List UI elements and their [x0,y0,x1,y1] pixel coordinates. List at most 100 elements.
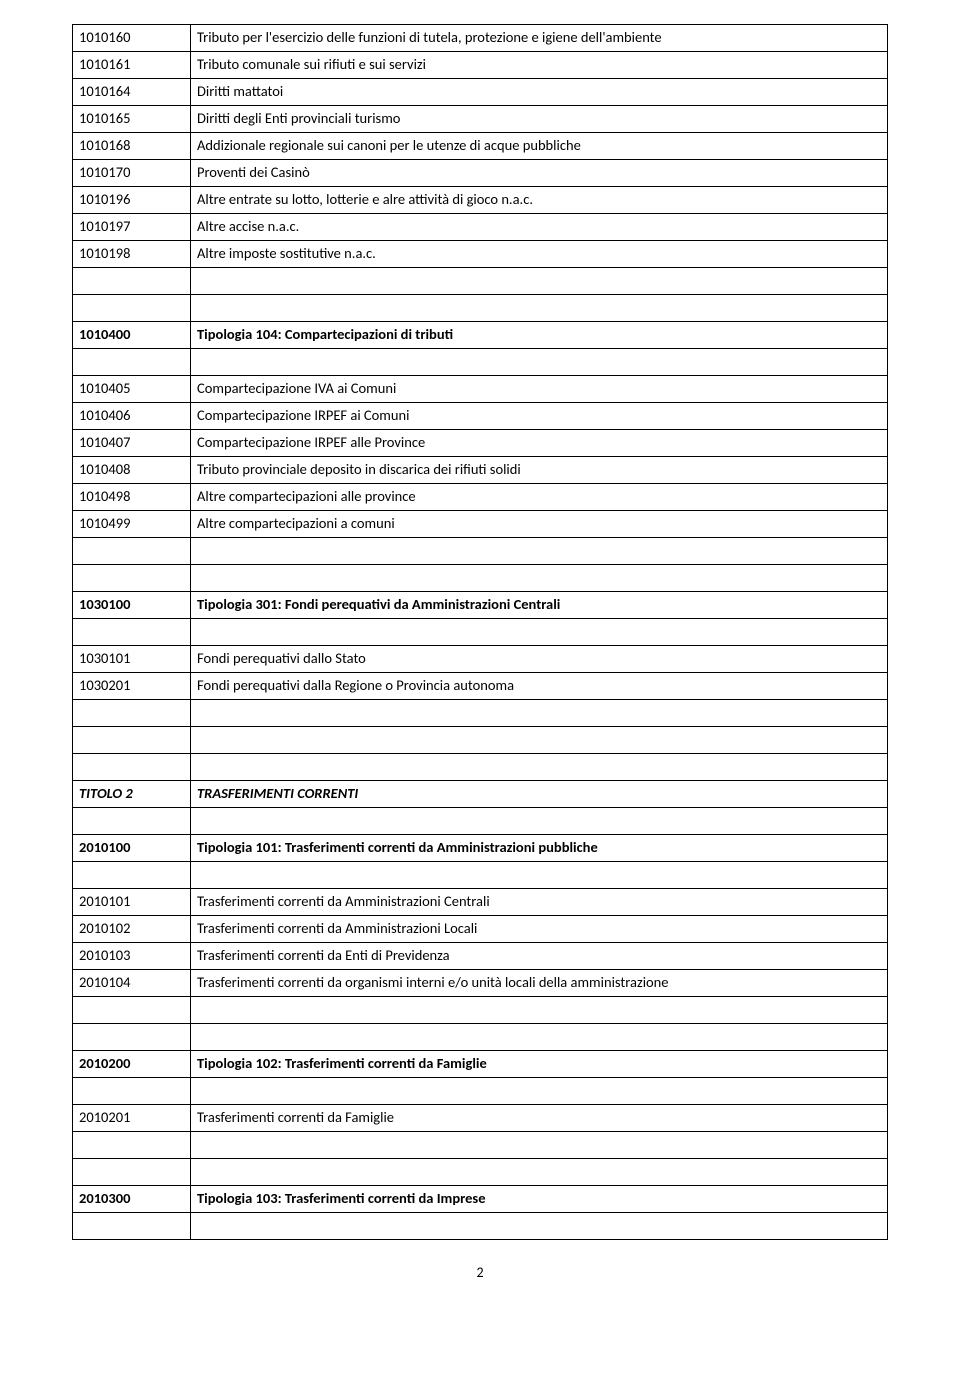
desc-cell [191,1213,888,1240]
desc-cell: Compartecipazione IVA ai Comuni [191,376,888,403]
table-row: 1010408Tributo provinciale deposito in d… [73,457,888,484]
code-cell: 1010406 [73,403,191,430]
table-row: 2010200Tipologia 102: Trasferimenti corr… [73,1051,888,1078]
code-cell [73,295,191,322]
page-number: 2 [72,1264,888,1281]
code-cell: 1010498 [73,484,191,511]
code-cell [73,808,191,835]
code-cell: 2010104 [73,970,191,997]
desc-cell [191,727,888,754]
code-cell: 2010201 [73,1105,191,1132]
table-row: 1010406Compartecipazione IRPEF ai Comuni [73,403,888,430]
table-row: 1010198Altre imposte sostitutive n.a.c. [73,241,888,268]
table-row [73,1132,888,1159]
page-container: 1010160Tributo per l'esercizio delle fun… [0,0,960,1321]
code-cell [73,619,191,646]
table-row [73,727,888,754]
desc-cell [191,997,888,1024]
table-row: 2010104Trasferimenti correnti da organis… [73,970,888,997]
table-row: 1010160Tributo per l'esercizio delle fun… [73,25,888,52]
code-cell: TITOLO 2 [73,781,191,808]
table-row: 1010170Proventi dei Casinò [73,160,888,187]
table-row: 2010201Trasferimenti correnti da Famigli… [73,1105,888,1132]
desc-cell: Trasferimenti correnti da Amministrazion… [191,889,888,916]
table-row: 1010407Compartecipazione IRPEF alle Prov… [73,430,888,457]
desc-cell: Addizionale regionale sui canoni per le … [191,133,888,160]
table-row [73,538,888,565]
desc-cell: Tipologia 104: Compartecipazioni di trib… [191,322,888,349]
code-cell [73,1159,191,1186]
code-cell [73,862,191,889]
table-row: 2010300Tipologia 103: Trasferimenti corr… [73,1186,888,1213]
code-cell: 1010196 [73,187,191,214]
code-cell [73,538,191,565]
table-row: 1010499Altre compartecipazioni a comuni [73,511,888,538]
table-row [73,700,888,727]
code-cell [73,268,191,295]
table-row [73,1213,888,1240]
table-row: 1030100Tipologia 301: Fondi perequativi … [73,592,888,619]
table-row: 1010161Tributo comunale sui rifiuti e su… [73,52,888,79]
table-row: 2010100Tipologia 101: Trasferimenti corr… [73,835,888,862]
desc-cell: Trasferimenti correnti da Famiglie [191,1105,888,1132]
desc-cell: Trasferimenti correnti da Amministrazion… [191,916,888,943]
code-cell [73,727,191,754]
desc-cell [191,268,888,295]
desc-cell: Altre imposte sostitutive n.a.c. [191,241,888,268]
table-row: 2010103Trasferimenti correnti da Enti di… [73,943,888,970]
code-cell: 2010103 [73,943,191,970]
desc-cell: Altre compartecipazioni alle province [191,484,888,511]
desc-cell [191,1024,888,1051]
code-cell: 2010100 [73,835,191,862]
desc-cell: Proventi dei Casinò [191,160,888,187]
desc-cell: Tributo comunale sui rifiuti e sui servi… [191,52,888,79]
code-cell: 1010197 [73,214,191,241]
table-row: 1010498Altre compartecipazioni alle prov… [73,484,888,511]
desc-cell: Compartecipazione IRPEF alle Province [191,430,888,457]
table-row [73,349,888,376]
code-cell: 1010161 [73,52,191,79]
desc-cell [191,700,888,727]
code-cell: 1010198 [73,241,191,268]
table-row [73,565,888,592]
code-cell: 1010170 [73,160,191,187]
table-row [73,268,888,295]
table-row [73,1024,888,1051]
code-cell: 2010102 [73,916,191,943]
desc-cell [191,565,888,592]
code-cell: 1010164 [73,79,191,106]
desc-cell [191,619,888,646]
desc-cell: Altre entrate su lotto, lotterie e alre … [191,187,888,214]
desc-cell: Tributo per l'esercizio delle funzioni d… [191,25,888,52]
code-cell: 1010407 [73,430,191,457]
code-cell [73,1078,191,1105]
desc-cell: Tipologia 101: Trasferimenti correnti da… [191,835,888,862]
table-row [73,997,888,1024]
desc-cell [191,1078,888,1105]
desc-cell: Diritti degli Enti provinciali turismo [191,106,888,133]
table-row: 2010101Trasferimenti correnti da Amminis… [73,889,888,916]
table-row: 1010197Altre accise n.a.c. [73,214,888,241]
desc-cell: Fondi perequativi dallo Stato [191,646,888,673]
desc-cell: Altre accise n.a.c. [191,214,888,241]
desc-cell [191,349,888,376]
desc-cell: Tipologia 102: Trasferimenti correnti da… [191,1051,888,1078]
desc-cell [191,754,888,781]
table-row: 1030201Fondi perequativi dalla Regione o… [73,673,888,700]
table-row: 1010164Diritti mattatoi [73,79,888,106]
code-cell: 1010405 [73,376,191,403]
table-row [73,808,888,835]
code-cell: 1030201 [73,673,191,700]
desc-cell: Trasferimenti correnti da Enti di Previd… [191,943,888,970]
code-cell: 1030100 [73,592,191,619]
code-cell: 1030101 [73,646,191,673]
table-row: 1010196Altre entrate su lotto, lotterie … [73,187,888,214]
desc-cell [191,1132,888,1159]
code-cell [73,1132,191,1159]
code-cell: 1010499 [73,511,191,538]
code-cell [73,997,191,1024]
desc-cell [191,808,888,835]
table-row [73,754,888,781]
table-row: 1010400Tipologia 104: Compartecipazioni … [73,322,888,349]
desc-cell: Diritti mattatoi [191,79,888,106]
